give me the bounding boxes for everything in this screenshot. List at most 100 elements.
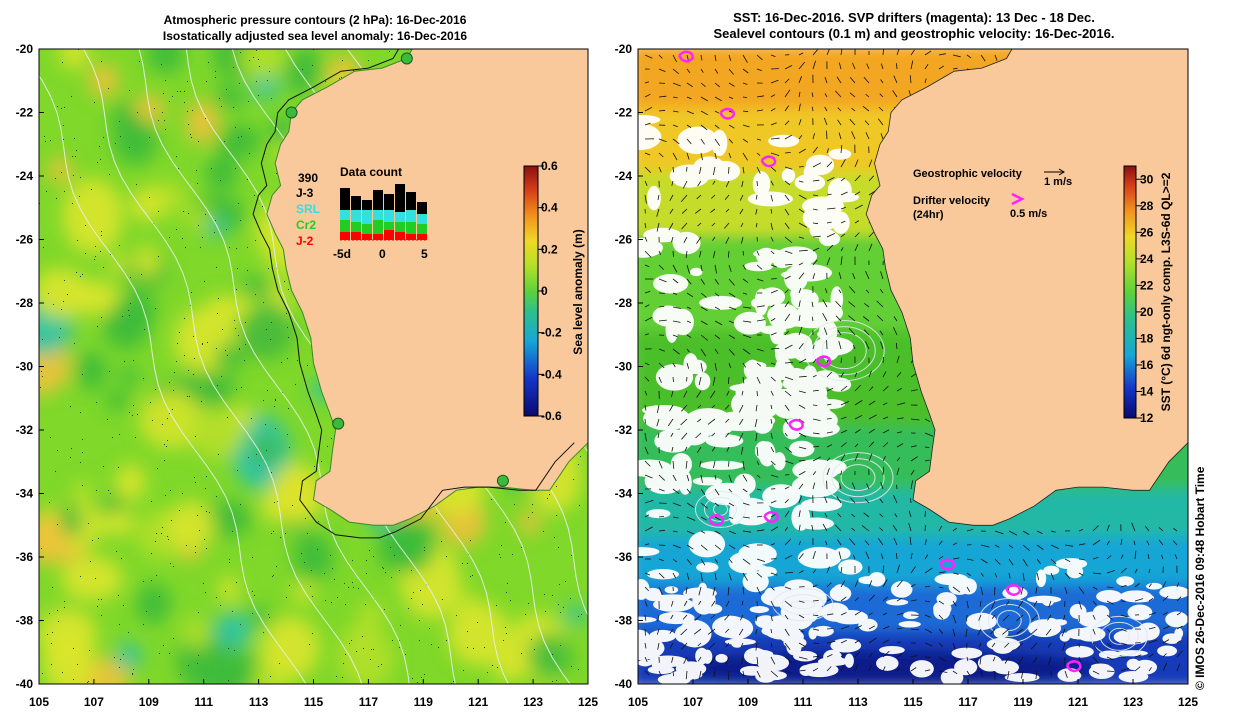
sst-colorbar-tick: 20	[1140, 305, 1154, 319]
sla-colorbar-tick: 0.2	[541, 242, 558, 256]
x-tick-label: 111	[794, 695, 813, 709]
sst-colorbar-tick: 16	[1140, 358, 1154, 372]
count-bar-segment	[406, 234, 416, 240]
y-tick-label: -26	[16, 233, 34, 247]
count-bar-segment	[373, 190, 383, 210]
y-tick-label: -38	[615, 614, 633, 628]
x-tick-label: 121	[468, 695, 488, 709]
y-tick-label: -22	[615, 106, 633, 120]
drifter-track	[760, 155, 777, 168]
y-tick-label: -24	[16, 169, 34, 183]
legend-cr2: Cr2	[296, 218, 316, 232]
sst-map: Geostrophic velocity 1 m/s Drifter veloc…	[638, 49, 1188, 684]
drifter-arrow-icon	[1011, 192, 1025, 206]
y-tick-label: -20	[615, 42, 633, 56]
count-bar-segment	[417, 224, 427, 234]
sst-colorbar-label: SST (°C) 6d ngt-only comp. L3S-6d QL>=2	[1159, 172, 1173, 411]
y-tick-label: -22	[16, 106, 34, 120]
drifter-track	[788, 418, 804, 431]
x-tick-label: 107	[683, 695, 703, 709]
y-tick-label: -32	[615, 423, 633, 437]
count-bar-segment	[362, 210, 372, 224]
y-tick-label: -32	[16, 423, 34, 437]
sst-colorbar-tick: 26	[1140, 225, 1154, 239]
sst-colorbar-tick: 18	[1140, 331, 1154, 345]
y-tick-label: -38	[16, 614, 34, 628]
count-tick-m5: -5d	[333, 247, 351, 261]
count-bar-segment	[373, 234, 383, 240]
count-bar-segment	[340, 220, 350, 232]
y-tick-label: -28	[615, 296, 633, 310]
tide-gauge-marker	[332, 417, 345, 430]
drifter-track	[1005, 583, 1022, 597]
legend-j2: J-2	[296, 234, 314, 248]
sst-colorbar-tick: 22	[1140, 278, 1154, 292]
count-bar-segment	[395, 232, 405, 240]
x-tick-label: 115	[304, 695, 324, 709]
x-tick-label: 121	[1068, 695, 1088, 709]
sst-colorbar-tick: 12	[1140, 411, 1154, 425]
y-tick-label: -28	[16, 296, 34, 310]
count-bar-segment	[351, 232, 361, 240]
tide-gauge-marker	[496, 474, 509, 487]
drifter-track	[708, 514, 725, 527]
right-title-line2: Sealevel contours (0.1 m) and geostrophi…	[713, 26, 1115, 41]
sla-colorbar-tick: -0.2	[541, 326, 562, 340]
velocity-legend: Geostrophic velocity 1 m/s Drifter veloc…	[913, 168, 1072, 221]
drifter-track	[939, 558, 956, 571]
y-tick-label: -36	[615, 550, 633, 564]
x-tick-label: 123	[1123, 695, 1143, 709]
legend-srl: SRL	[296, 202, 320, 216]
count-bar-segment	[362, 200, 372, 210]
drifter-track	[763, 510, 780, 523]
y-tick-label: -30	[615, 360, 633, 374]
count-bar-segment	[417, 202, 427, 214]
legend-j3: J-3	[296, 186, 314, 200]
sla-colorbar-tick: 0.6	[541, 159, 558, 173]
data-count-inset: Data count 390 J-3 SRL Cr2 J-2 -5d 0 5	[296, 165, 428, 261]
count-bar-segment	[340, 210, 350, 220]
sst-colorbar-tick: 14	[1140, 384, 1154, 398]
count-bar-segment	[417, 234, 427, 240]
count-bar-segment	[351, 210, 361, 222]
x-tick-label: 111	[194, 695, 213, 709]
left-axes: 105 107 109 111 113 115 117 119 121 123 125 -20 -22 -…	[16, 42, 599, 709]
drifter-track	[815, 355, 832, 368]
count-tick-5: 5	[421, 247, 428, 261]
y-tick-label: -40	[615, 677, 633, 691]
count-bar-segment	[373, 220, 383, 234]
y-tick-label: -36	[16, 550, 34, 564]
x-tick-label: 115	[903, 695, 923, 709]
x-tick-label: 109	[738, 695, 758, 709]
count-bar-segment	[373, 210, 383, 220]
drifter-track	[1065, 660, 1082, 673]
drifter-track	[719, 107, 736, 120]
sla-colorbar-tick: 0	[541, 284, 548, 298]
left-panel-title: Atmospheric pressure contours (2 hPa): 1…	[40, 12, 590, 44]
x-tick-label: 117	[359, 695, 379, 709]
y-tick-label: -20	[16, 42, 34, 56]
right-title-line1: SST: 16-Dec-2016. SVP drifters (magenta)…	[733, 10, 1095, 25]
count-bar-segment	[417, 214, 427, 224]
count-bar-segment	[351, 222, 361, 232]
y-tick-label: -26	[615, 233, 633, 247]
drifter-velocity-scale: 0.5 m/s	[1010, 208, 1047, 220]
count-bar-segment	[340, 232, 350, 240]
x-tick-label: 123	[523, 695, 543, 709]
count-bar-segment	[395, 184, 405, 212]
right-axes: 105 107 109 111 113 115 117 119 121 123 125 -20 -22 -…	[615, 42, 1199, 709]
count-bar-segment	[340, 188, 350, 210]
x-tick-label: 109	[139, 695, 159, 709]
sla-colorbar-tick: 0.4	[541, 201, 558, 215]
y-tick-label: -30	[16, 360, 34, 374]
sst-colorbar-tick: 30	[1140, 172, 1154, 186]
count-bar-segment	[384, 194, 394, 210]
drifter-track	[678, 50, 694, 63]
count-bar-segment	[362, 224, 372, 234]
data-count-title: Data count	[340, 165, 402, 179]
count-bar-segment	[406, 192, 416, 210]
count-bar-segment	[406, 222, 416, 234]
count-bar-segment	[384, 230, 394, 240]
drifter-velocity-label2: (24hr)	[913, 209, 944, 221]
